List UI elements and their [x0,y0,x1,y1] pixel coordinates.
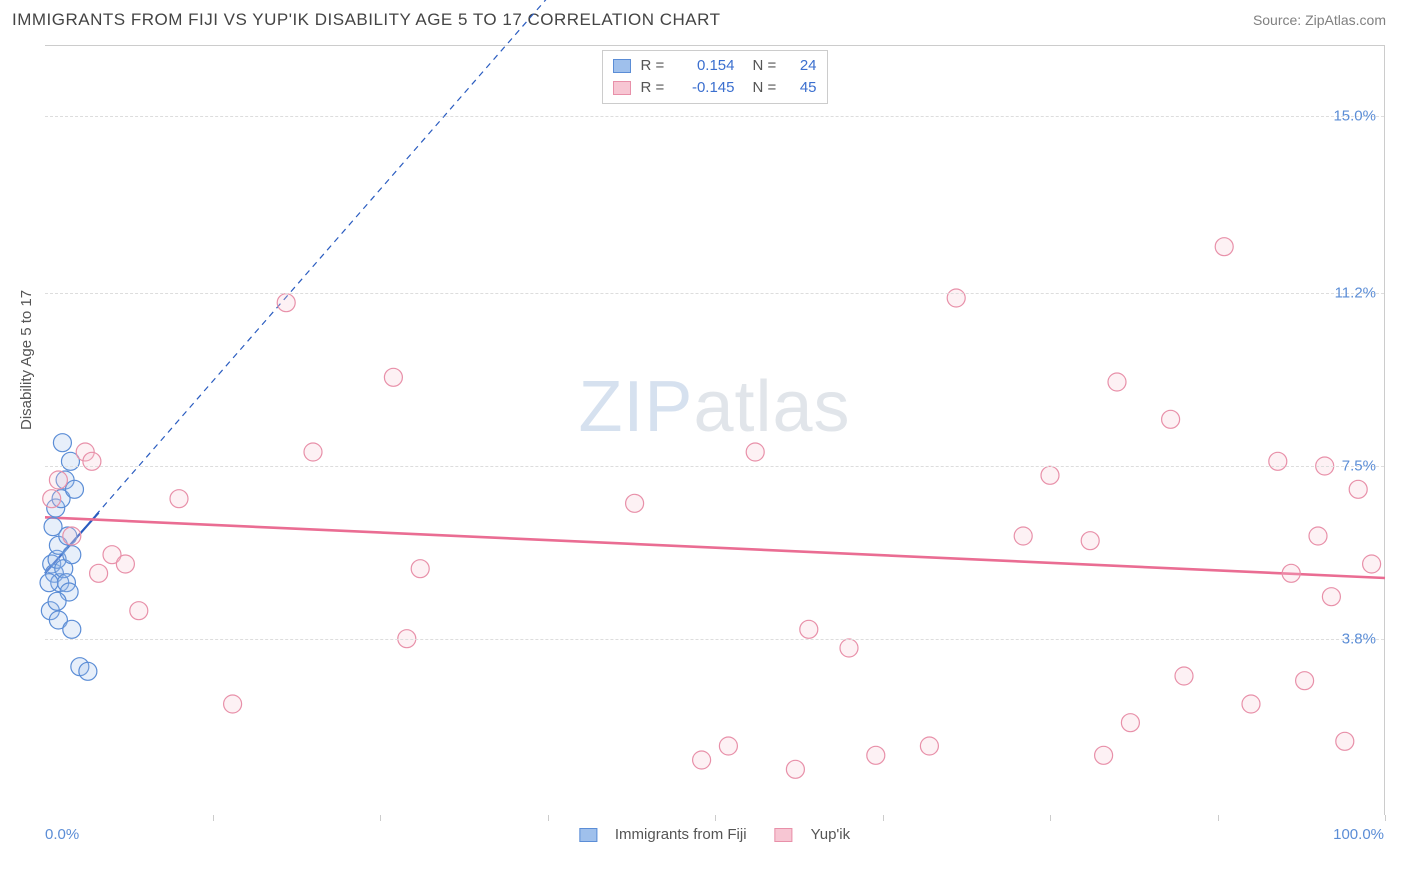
plot-area: R = 0.154 N = 24 R = -0.145 N = 45 ZIPat… [45,45,1385,815]
legend-item-fiji: Immigrants from Fiji [579,826,747,843]
legend-swatch-fiji [579,828,597,842]
n-label: N = [753,77,787,99]
legend-row-fiji: R = 0.154 N = 24 [613,55,817,77]
n-value: 45 [787,77,817,99]
gridline [45,116,1384,117]
x-axis-max-label: 100.0% [1333,826,1384,843]
x-tick [380,815,381,821]
x-tick [1385,815,1386,821]
y-tick-label: 11.2% [1335,285,1376,302]
legend-correlation: R = 0.154 N = 24 R = -0.145 N = 45 [602,50,828,104]
legend-item-yupik: Yup'ik [775,826,851,843]
x-tick [1218,815,1219,821]
gridline [45,639,1384,640]
legend-row-yupik: R = -0.145 N = 45 [613,77,817,99]
gridline [45,293,1384,294]
x-tick [715,815,716,821]
x-tick [213,815,214,821]
y-tick-label: 3.8% [1342,630,1376,647]
legend-swatch-yupik [613,81,631,95]
x-axis-min-label: 0.0% [45,826,79,843]
legend-label: Yup'ik [811,826,851,843]
legend-series: Immigrants from Fiji Yup'ik [579,826,850,843]
chart-source: Source: ZipAtlas.com [1253,12,1386,28]
x-tick [883,815,884,821]
r-value: -0.145 [675,77,735,99]
legend-swatch-yupik [775,828,793,842]
legend-label: Immigrants from Fiji [615,826,747,843]
legend-swatch-fiji [613,59,631,73]
x-tick [548,815,549,821]
chart-title: IMMIGRANTS FROM FIJI VS YUP'IK DISABILIT… [12,10,721,30]
x-tick [1050,815,1051,821]
r-label: R = [641,77,675,99]
r-label: R = [641,55,675,77]
n-value: 24 [787,55,817,77]
chart-header: IMMIGRANTS FROM FIJI VS YUP'IK DISABILIT… [0,0,1406,36]
scatter-svg [45,46,1384,815]
y-tick-label: 15.0% [1333,108,1376,125]
y-axis-label: Disability Age 5 to 17 [18,290,35,430]
r-value: 0.154 [675,55,735,77]
y-tick-label: 7.5% [1342,458,1376,475]
n-label: N = [753,55,787,77]
gridline [45,466,1384,467]
